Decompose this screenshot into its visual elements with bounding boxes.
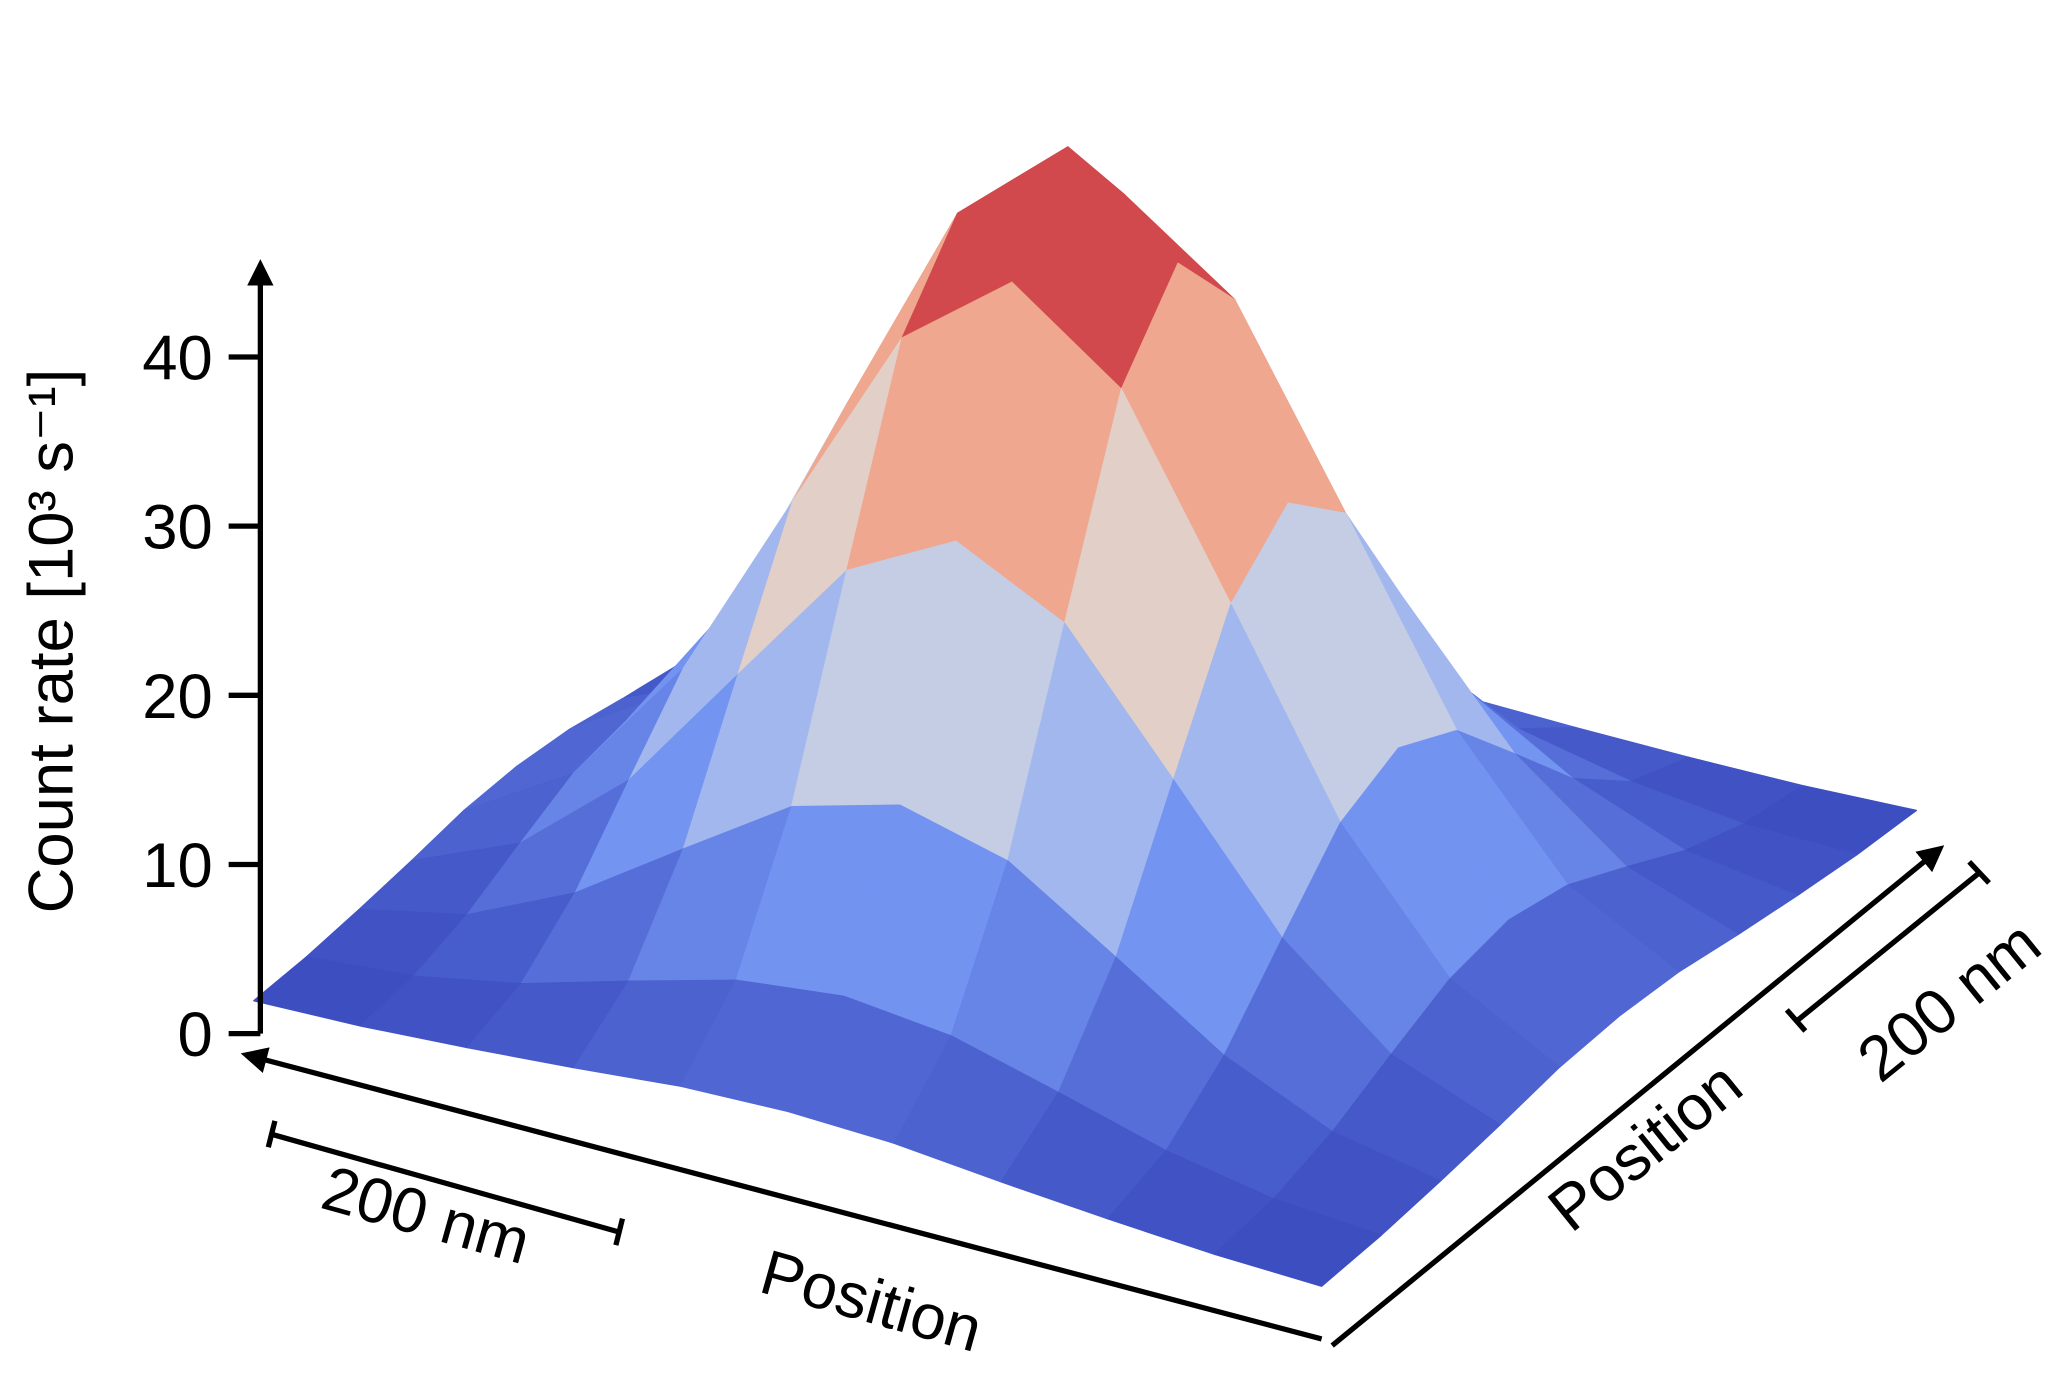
x-axis [240,1047,1323,1342]
y-scale-label: 200 nm [1845,908,2053,1096]
y-scale-bar [1784,860,1991,1033]
z-axis-label: Count rate [10³ s⁻¹] [17,369,87,914]
z-tick-label: 0 [177,1000,212,1070]
z-tick-label: 10 [142,831,213,901]
z-tick-label: 20 [142,662,213,732]
surface [253,146,1917,1287]
x-axis-label: Position [753,1237,989,1365]
y-axis [1330,845,1945,1348]
z-tick-label: 30 [142,493,213,563]
x-scale-bar [265,1120,626,1246]
y-axis-label: Position [1536,1049,1755,1245]
x-scale-label: 200 nm [315,1153,538,1278]
surface-patch [1214,1198,1382,1287]
z-tick-label: 40 [142,323,213,393]
